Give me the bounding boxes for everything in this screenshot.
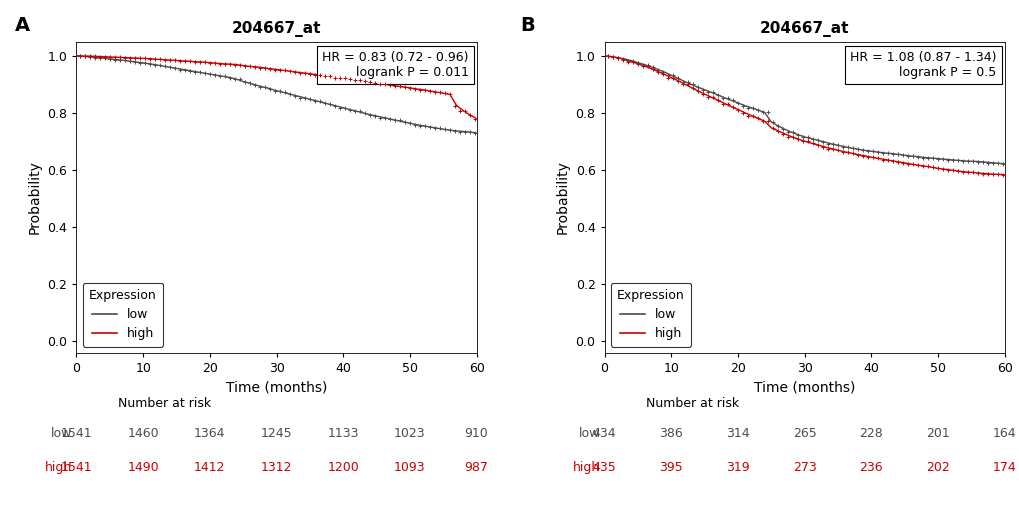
Text: 273: 273 [792, 460, 816, 474]
Text: B: B [520, 16, 534, 35]
Legend: low, high: low, high [83, 283, 163, 347]
Text: 314: 314 [726, 427, 749, 440]
Text: 236: 236 [859, 460, 882, 474]
Text: 987: 987 [465, 460, 488, 474]
Text: low: low [51, 427, 72, 440]
Text: 434: 434 [592, 427, 615, 440]
Text: high: high [573, 460, 600, 474]
Text: high: high [45, 460, 72, 474]
Text: 228: 228 [859, 427, 882, 440]
Text: 1133: 1133 [327, 427, 359, 440]
Text: HR = 0.83 (0.72 - 0.96)
logrank P = 0.011: HR = 0.83 (0.72 - 0.96) logrank P = 0.01… [322, 51, 468, 79]
Text: 1023: 1023 [393, 427, 425, 440]
Text: A: A [15, 16, 31, 35]
Text: 1093: 1093 [393, 460, 425, 474]
Text: 1364: 1364 [194, 427, 225, 440]
Text: 164: 164 [991, 427, 1016, 440]
Text: 174: 174 [991, 460, 1016, 474]
Text: Number at risk: Number at risk [118, 397, 211, 410]
Y-axis label: Probability: Probability [555, 160, 570, 234]
Title: 204667_at: 204667_at [759, 21, 849, 37]
Text: 1490: 1490 [127, 460, 159, 474]
Text: 395: 395 [658, 460, 683, 474]
Text: 202: 202 [925, 460, 949, 474]
Text: 201: 201 [925, 427, 949, 440]
Text: low: low [579, 427, 600, 440]
Text: 1200: 1200 [327, 460, 359, 474]
Text: 435: 435 [592, 460, 615, 474]
Y-axis label: Probability: Probability [28, 160, 42, 234]
X-axis label: Time (months): Time (months) [753, 380, 855, 394]
Legend: low, high: low, high [610, 283, 691, 347]
Text: 386: 386 [658, 427, 683, 440]
Text: 1412: 1412 [194, 460, 225, 474]
Text: 319: 319 [726, 460, 749, 474]
Text: 265: 265 [792, 427, 816, 440]
Text: 1312: 1312 [261, 460, 292, 474]
Text: Number at risk: Number at risk [645, 397, 739, 410]
Text: 1541: 1541 [60, 427, 93, 440]
X-axis label: Time (months): Time (months) [225, 380, 327, 394]
Text: 1245: 1245 [261, 427, 292, 440]
Text: HR = 1.08 (0.87 - 1.34)
logrank P = 0.5: HR = 1.08 (0.87 - 1.34) logrank P = 0.5 [850, 51, 996, 79]
Title: 204667_at: 204667_at [231, 21, 321, 37]
Text: 1541: 1541 [60, 460, 93, 474]
Text: 1460: 1460 [127, 427, 159, 440]
Text: 910: 910 [465, 427, 488, 440]
